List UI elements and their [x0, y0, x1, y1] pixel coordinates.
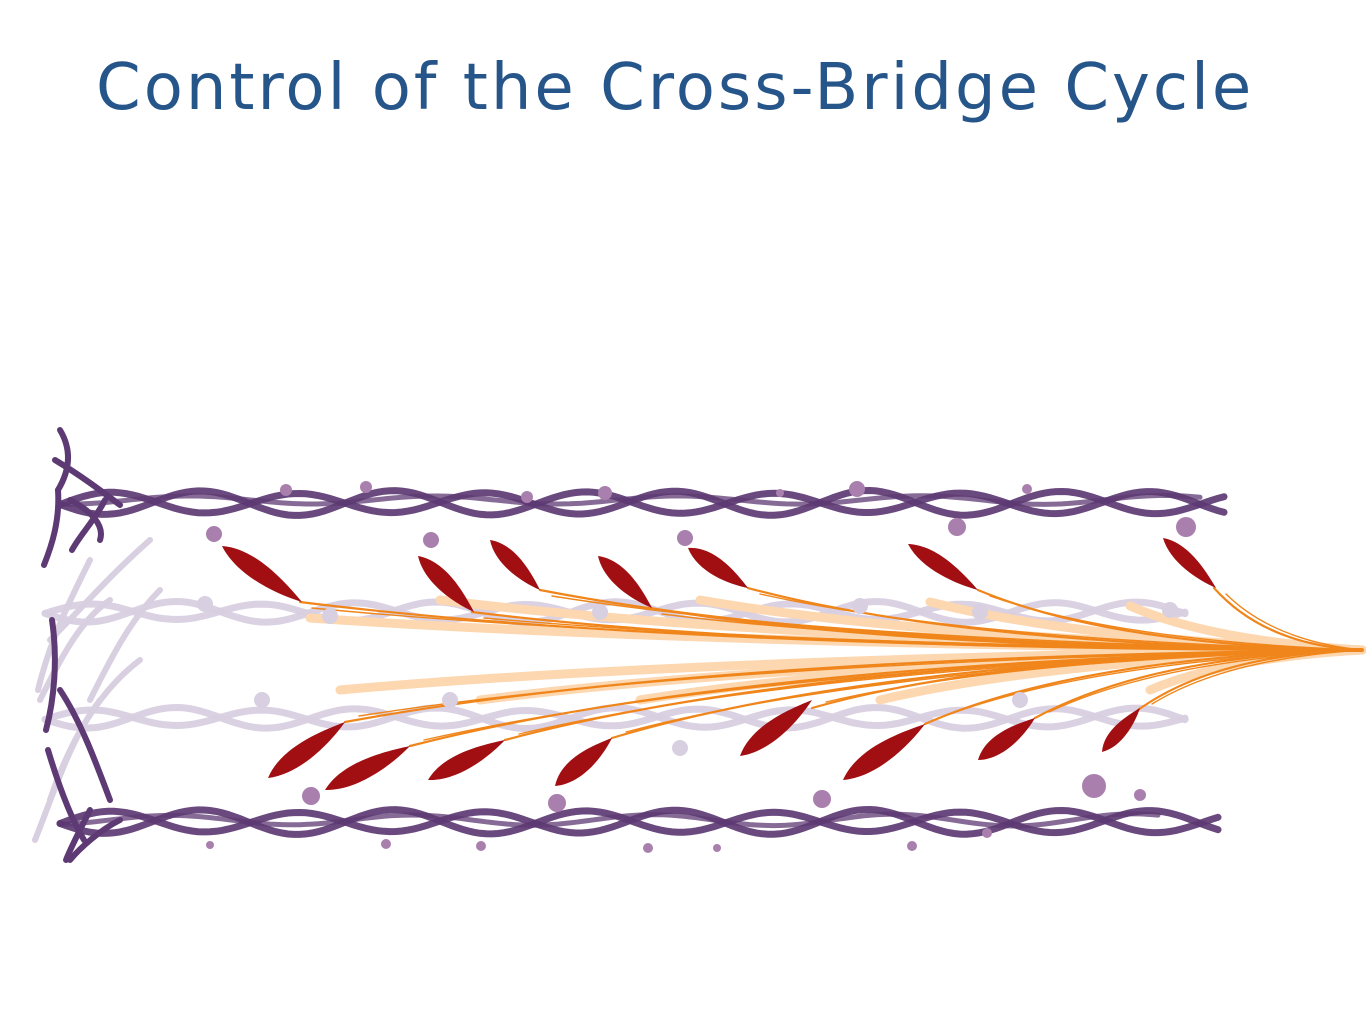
regulatory-bead: [302, 787, 320, 805]
diagram-title: Control of the Cross-Bridge Cycle: [96, 51, 1255, 125]
faded-bead: [197, 596, 213, 612]
faded-bead: [592, 604, 608, 620]
myosin-head-lower: [1102, 708, 1140, 752]
regulatory-bead: [280, 484, 292, 496]
faded-actin-lower-strand-a: [41, 703, 1189, 732]
regulatory-bead: [548, 794, 566, 812]
faded-bead: [852, 598, 868, 614]
regulatory-bead: [1176, 517, 1196, 537]
faded-actin-lower-strand-b: [41, 704, 1189, 733]
regulatory-bead: [849, 481, 865, 497]
regulatory-bead: [598, 486, 612, 500]
myosin-head-lower: [325, 746, 410, 791]
faded-actin-upper-strand-b: [41, 598, 1189, 627]
regulatory-bead: [521, 491, 533, 503]
faded-bead: [322, 608, 338, 624]
myosin-head-lower: [555, 738, 612, 786]
regulatory-bead: [948, 518, 966, 536]
myosin-tail-lower: [1151, 649, 1363, 705]
myosin-head-lower: [843, 724, 925, 780]
myosin-tail-upper: [648, 606, 1364, 652]
z-line-branch: [57, 687, 113, 803]
myosin-heads: [222, 538, 1216, 791]
faded-z-line-branch: [37, 597, 113, 703]
regulatory-bead: [907, 841, 917, 851]
faded-back-actin-filaments: [32, 537, 1189, 843]
faded-z-line-branch: [35, 557, 93, 693]
regulatory-bead: [1134, 789, 1146, 801]
faded-z-line-branch: [32, 697, 103, 843]
myosin-tail-upper: [989, 595, 1363, 651]
myosin-head-upper: [598, 556, 652, 608]
regulatory-bead: [360, 481, 372, 493]
myosin-tail-upper: [746, 586, 1364, 652]
myosin-head-upper: [908, 544, 978, 590]
faded-bead: [1162, 602, 1178, 618]
myosin-head-upper: [418, 556, 474, 612]
myosin-head-lower: [428, 740, 505, 781]
actin-thin-filaments: [41, 427, 1228, 863]
z-line-branch: [43, 617, 58, 733]
regulatory-bead: [643, 843, 653, 853]
myosin-head-upper: [490, 540, 540, 590]
regulatory-bead: [982, 828, 992, 838]
z-line-branch: [55, 427, 72, 493]
myosin-thick-filament-tails: [298, 586, 1364, 748]
faded-bead: [442, 692, 458, 708]
z-line-branch: [69, 497, 108, 553]
regulatory-bead: [1022, 484, 1032, 494]
regulatory-bead: [776, 489, 784, 497]
regulatory-bead: [1082, 774, 1106, 798]
myosin-head-lower: [978, 718, 1035, 760]
z-line-branch: [52, 457, 123, 508]
actin-upper-strand-c: [57, 493, 1203, 507]
regulatory-bead: [206, 526, 222, 542]
z-line-branch: [63, 807, 93, 863]
regulatory-bead: [206, 841, 214, 849]
myosin-head-upper: [688, 547, 748, 588]
regulatory-bead: [677, 530, 693, 546]
myosin-tail-upper: [1225, 593, 1363, 651]
regulatory-bead: [476, 841, 486, 851]
faded-bead: [254, 692, 270, 708]
myosin-head-lower: [268, 722, 345, 778]
actin-lower-strand-c: [57, 811, 1161, 829]
regulatory-bead: [423, 532, 439, 548]
regulatory-bead: [813, 790, 831, 808]
faded-bead: [972, 604, 988, 620]
myosin-head-upper: [1163, 538, 1216, 588]
faded-bead: [1012, 692, 1028, 708]
faded-z-line-branch: [87, 587, 163, 703]
myosin-head-lower: [740, 700, 812, 756]
regulatory-bead: [381, 839, 391, 849]
regulatory-protein-beads: [197, 481, 1196, 853]
regulatory-bead: [713, 844, 721, 852]
z-line-branch: [41, 487, 62, 568]
z-line-branch: [67, 817, 123, 863]
faded-bead: [672, 740, 688, 756]
myosin-head-upper: [222, 546, 302, 602]
